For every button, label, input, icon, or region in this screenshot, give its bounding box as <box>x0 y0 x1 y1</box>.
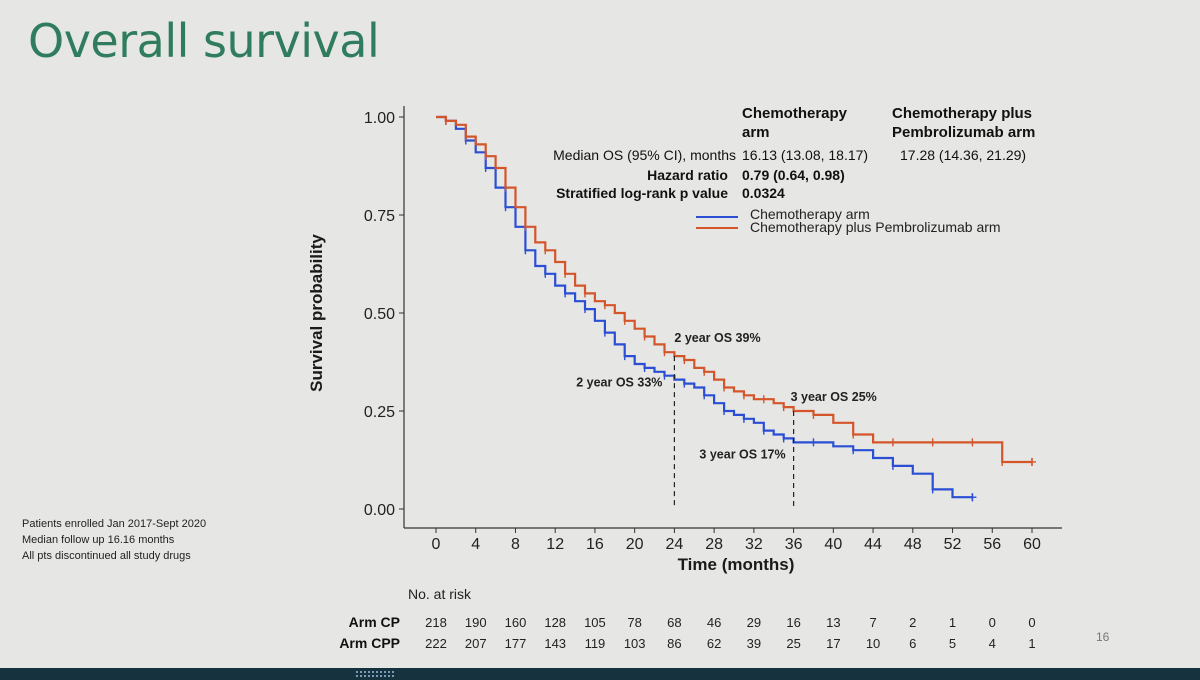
x-tick-label: 24 <box>666 536 684 553</box>
y-tick-label: 0.50 <box>364 306 395 323</box>
legend-label-chemo-pembro: Chemotherapy plus Pembrolizumab arm <box>750 219 1001 235</box>
stats-header-chemo-2: arm <box>742 124 770 141</box>
x-tick-label: 32 <box>745 536 763 553</box>
os-annotation: 2 year OS 39% <box>674 331 760 345</box>
risk-value: 62 <box>707 636 721 651</box>
stats-header-combo-2: Pembrolizumab arm <box>892 124 1035 141</box>
risk-row-label-cpp: Arm CPP <box>339 635 400 651</box>
risk-value: 105 <box>584 615 606 630</box>
risk-value: 46 <box>707 615 721 630</box>
risk-value: 4 <box>989 636 996 651</box>
x-tick-label: 52 <box>944 536 962 553</box>
y-tick-label: 0.75 <box>364 208 395 225</box>
risk-value: 6 <box>909 636 916 651</box>
risk-value: 0 <box>989 615 996 630</box>
x-tick-label: 0 <box>432 536 441 553</box>
x-tick-label: 44 <box>864 536 882 553</box>
risk-value: 177 <box>505 636 527 651</box>
y-tick-label: 0.25 <box>364 404 395 421</box>
x-tick-label: 4 <box>471 536 480 553</box>
risk-value: 1 <box>949 615 956 630</box>
stats-header-chemo-1: Chemotherapy <box>742 105 848 122</box>
risk-value: 207 <box>465 636 487 651</box>
x-axis-title: Time (months) <box>678 555 795 574</box>
stats-header-combo-1: Chemotherapy plus <box>892 105 1032 122</box>
y-tick-label: 0.00 <box>364 502 395 519</box>
hazard-ratio-label: Hazard ratio <box>647 167 728 183</box>
bottom-logo-dots <box>355 670 395 678</box>
footnote-enrollment: Patients enrolled Jan 2017-Sept 2020 <box>22 518 207 530</box>
risk-value: 25 <box>786 636 800 651</box>
os-annotation: 2 year OS 33% <box>576 376 662 390</box>
x-tick-label: 48 <box>904 536 922 553</box>
risk-value: 5 <box>949 636 956 651</box>
risk-value: 39 <box>747 636 761 651</box>
y-axis-title: Survival probability <box>307 234 326 392</box>
survival-curve-chemo <box>436 115 973 499</box>
risk-value: 29 <box>747 615 761 630</box>
risk-table-title: No. at risk <box>408 586 472 602</box>
risk-value: 68 <box>667 615 681 630</box>
x-tick-label: 28 <box>705 536 723 553</box>
x-tick-label: 12 <box>546 536 564 553</box>
risk-value: 143 <box>544 636 566 651</box>
slide-title: Overall survival <box>28 14 380 68</box>
risk-value: 103 <box>624 636 646 651</box>
risk-value: 2 <box>909 615 916 630</box>
risk-value: 190 <box>465 615 487 630</box>
risk-value: 13 <box>826 615 840 630</box>
footnote: Patients enrolled Jan 2017-Sept 2020 Med… <box>22 516 206 564</box>
os-annotation: 3 year OS 17% <box>699 447 785 461</box>
risk-value: 0 <box>1028 615 1035 630</box>
risk-row-label-cp: Arm CP <box>349 614 400 630</box>
risk-value: 218 <box>425 615 447 630</box>
p-value: 0.0324 <box>742 185 785 201</box>
page-number: 16 <box>1096 630 1110 644</box>
p-value-label: Stratified log-rank p value <box>556 185 728 201</box>
risk-value: 10 <box>866 636 880 651</box>
risk-value: 128 <box>544 615 566 630</box>
risk-value: 17 <box>826 636 840 651</box>
footnote-follow-up: Median follow up 16.16 months <box>22 534 175 546</box>
os-annotation: 3 year OS 25% <box>791 390 877 404</box>
risk-value: 16 <box>786 615 800 630</box>
x-tick-label: 16 <box>586 536 604 553</box>
risk-value: 7 <box>869 615 876 630</box>
legend-label-chemo: Chemotherapy arm <box>750 206 870 222</box>
median-os-label: Median OS (95% CI), months <box>553 147 736 163</box>
bottom-bar <box>0 668 1200 680</box>
risk-value: 78 <box>627 615 641 630</box>
x-tick-label: 20 <box>626 536 644 553</box>
hazard-ratio-value: 0.79 (0.64, 0.98) <box>742 167 845 183</box>
x-tick-label: 36 <box>785 536 803 553</box>
risk-value: 119 <box>585 636 606 651</box>
risk-value: 160 <box>505 615 527 630</box>
risk-value: 222 <box>425 636 447 651</box>
median-os-chemo: 16.13 (13.08, 18.17) <box>742 147 868 163</box>
x-tick-label: 60 <box>1023 536 1041 553</box>
median-os-combo: 17.28 (14.36, 21.29) <box>900 147 1026 163</box>
x-tick-label: 8 <box>511 536 520 553</box>
risk-value: 1 <box>1028 636 1035 651</box>
footnote-discontinued: All pts discontinued all study drugs <box>22 550 191 562</box>
x-tick-label: 40 <box>824 536 842 553</box>
y-tick-label: 1.00 <box>364 110 395 127</box>
risk-value: 86 <box>667 636 681 651</box>
survival-curve-chemo-pembro <box>436 115 1032 464</box>
x-tick-label: 56 <box>983 536 1001 553</box>
